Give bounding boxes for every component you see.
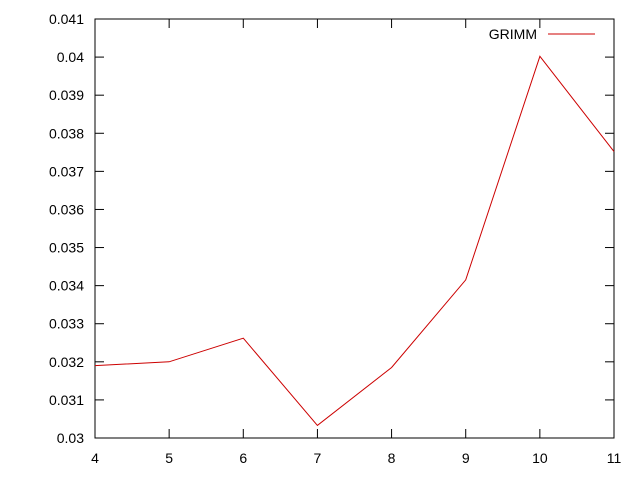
y-tick-label: 0.037 [49,163,84,179]
x-tick-label: 9 [462,450,470,466]
x-tick-label: 10 [532,450,548,466]
x-tick-label: 6 [239,450,247,466]
y-tick-label: 0.038 [49,125,84,141]
legend-label: GRIMM [489,26,537,42]
series-layer [94,55,615,427]
y-tick-label: 0.033 [49,316,84,332]
legend: GRIMM [489,26,595,42]
plot-frame [94,18,615,439]
x-axis: 4 5 6 7 8 9 10 11 [91,19,621,466]
y-tick-label: 0.035 [49,240,84,256]
series-line-grimm [94,55,615,427]
y-tick-label: 0.032 [49,354,84,370]
y-tick-label: 0.03 [57,430,84,446]
y-tick-label: 0.04 [57,49,84,65]
x-tick-label: 11 [607,450,622,466]
y-tick-label: 0.041 [49,11,84,27]
x-tick-label: 8 [388,450,396,466]
y-tick-label: 0.034 [49,278,84,294]
x-tick-label: 5 [165,450,173,466]
x-tick-label: 7 [314,450,322,466]
y-tick-label: 0.039 [49,87,84,103]
y-tick-label: 0.036 [49,201,84,217]
x-tick-label: 4 [91,450,99,466]
y-tick-label: 0.031 [49,392,84,408]
y-axis: 0.03 0.031 0.032 0.033 0.034 0.035 0.036 0.037 0… [49,11,614,446]
